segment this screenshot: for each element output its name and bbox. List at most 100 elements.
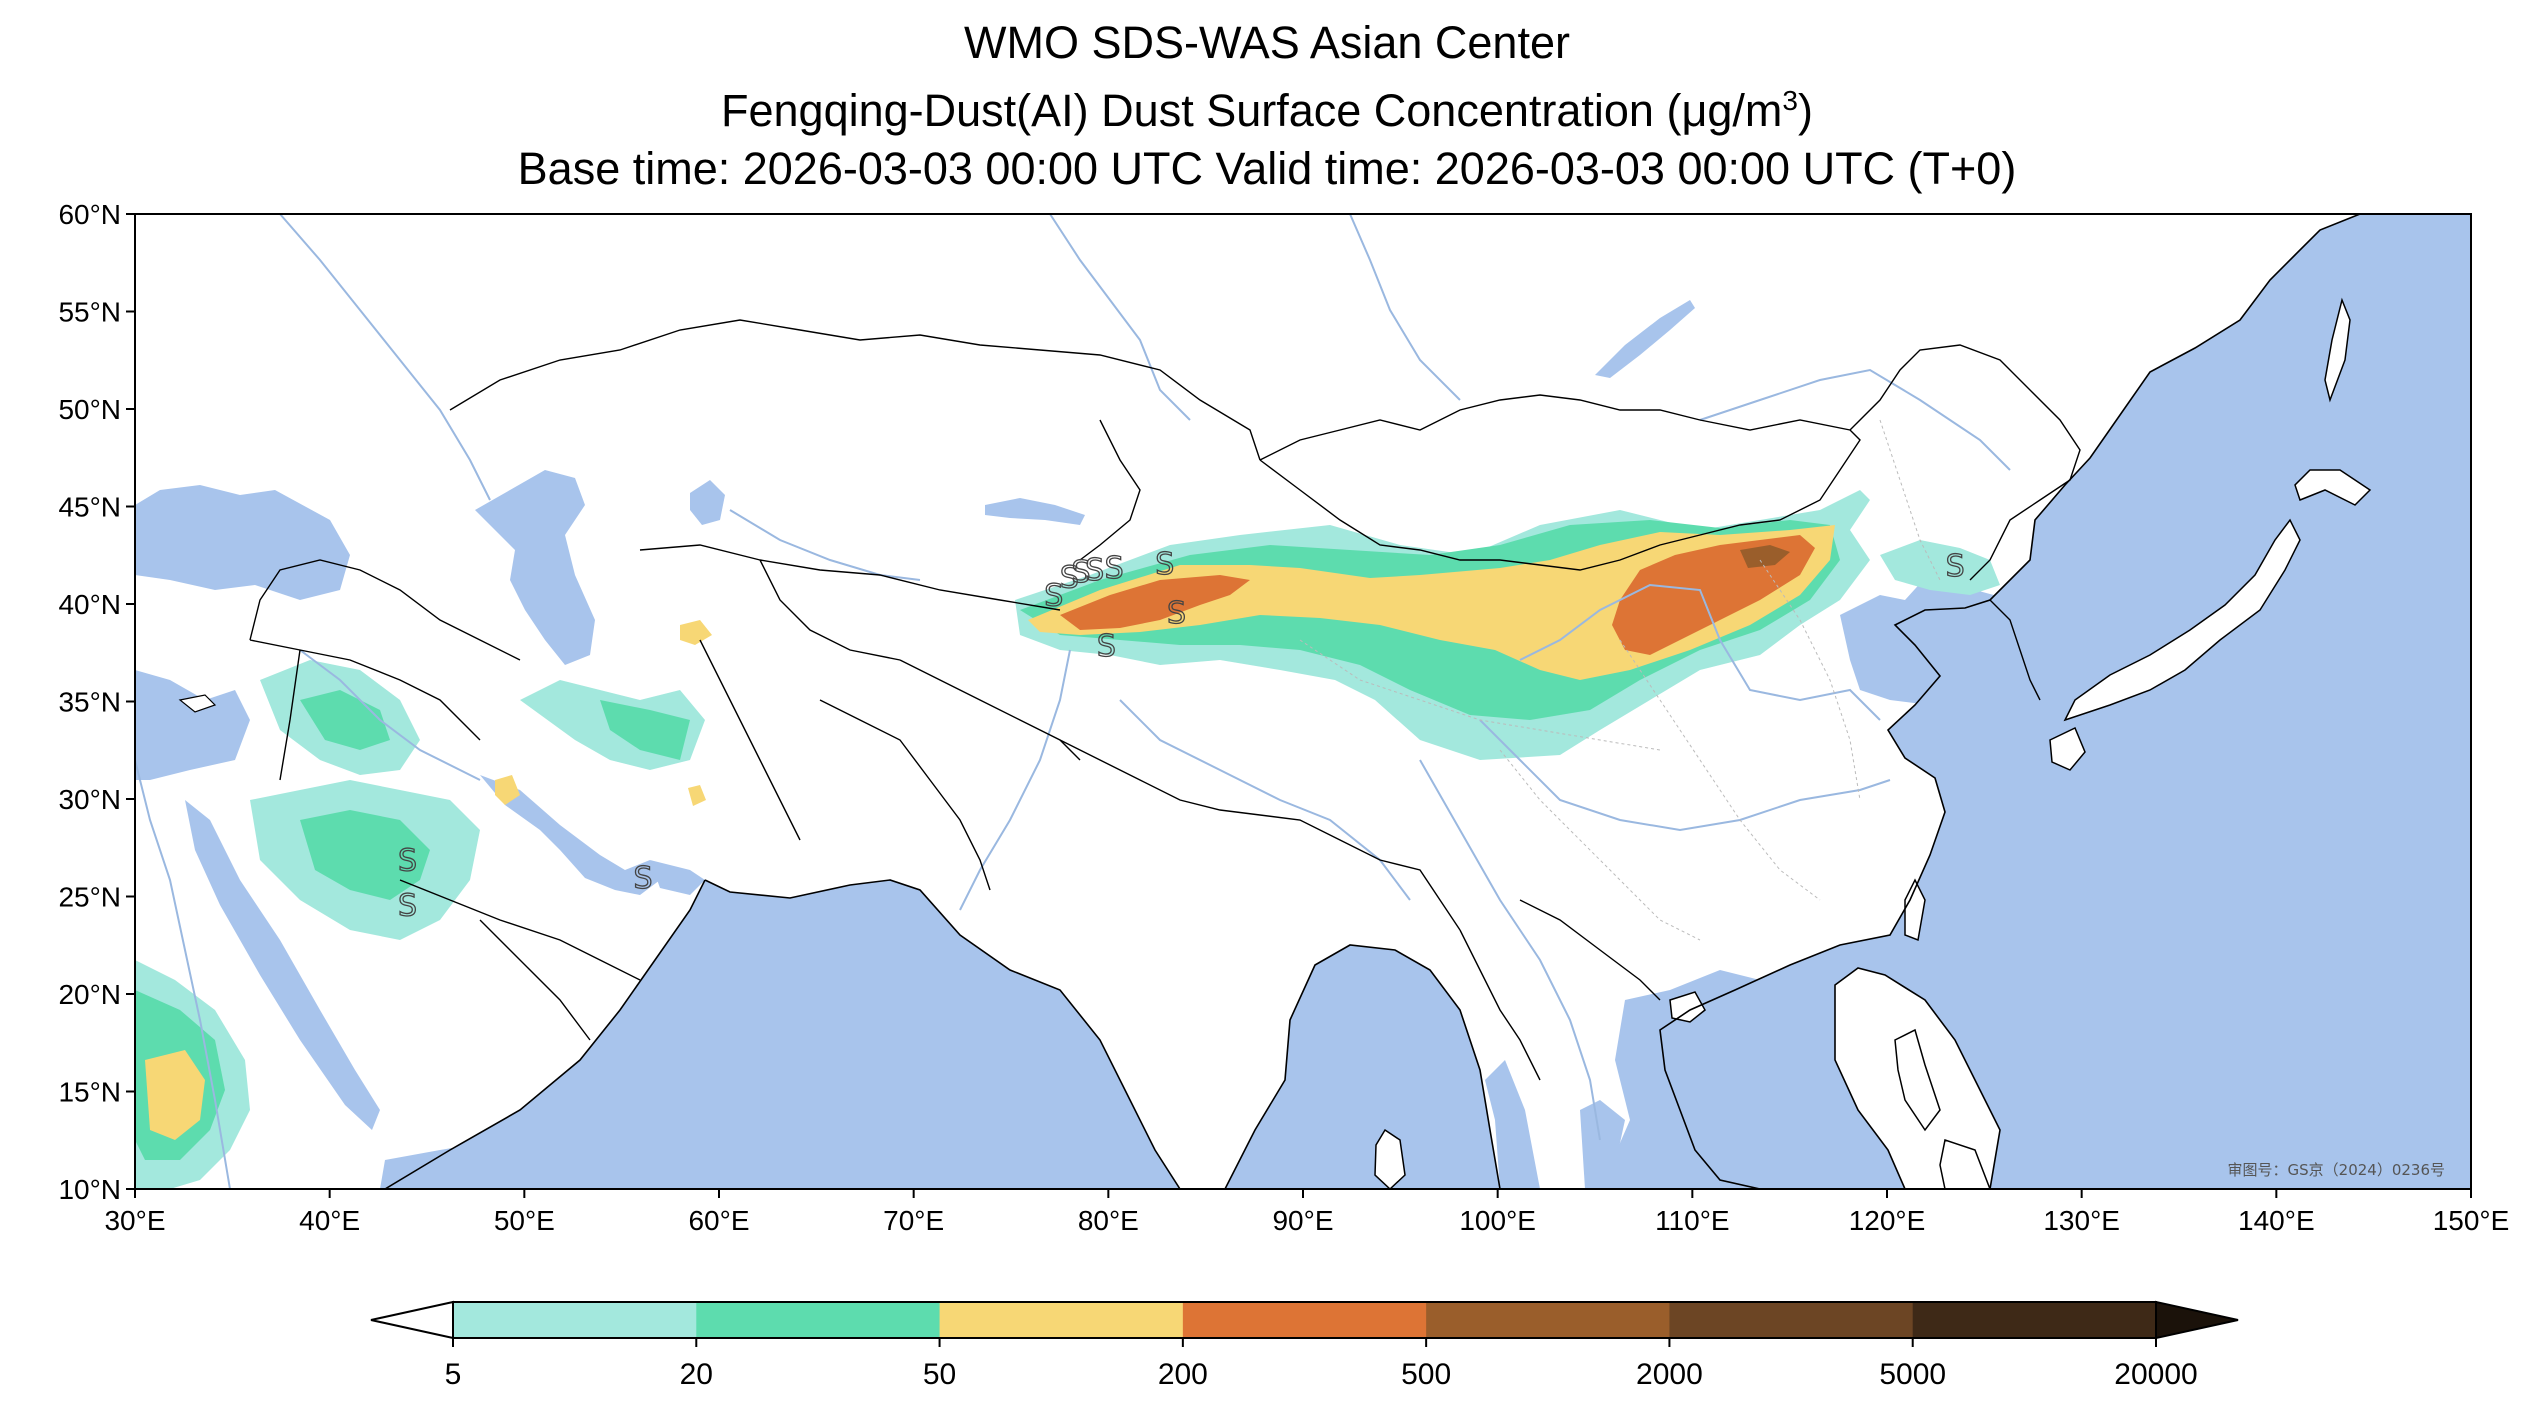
lat-tick-label: 55°N <box>58 297 121 328</box>
indus-river <box>959 649 1071 911</box>
lat-tick-label: 45°N <box>58 492 121 523</box>
lon-tick-label: 130°E <box>2043 1205 2120 1236</box>
station-marker: S <box>1946 549 1965 584</box>
yangtze-river <box>1479 719 1891 832</box>
dust-turkmen-50 <box>680 620 712 645</box>
longitude-axis: 30°E 40°E 50°E 60°E 70°E 80°E 90°E 100°E 110°E 12… <box>104 1189 2509 1236</box>
lon-tick-label: 150°E <box>2433 1205 2510 1236</box>
bohai-yellow-sea <box>1840 575 2050 745</box>
dust-arabia-20 <box>300 810 430 900</box>
dust-iran-south-50 <box>688 785 706 806</box>
taiwan <box>1904 878 1926 942</box>
luzon <box>1894 1028 1941 1132</box>
lat-tick-label: 30°N <box>58 784 121 815</box>
lon-tick-label: 40°E <box>299 1205 360 1236</box>
map-approval-note: 审图号：GS京（2024）0236号 <box>2228 1161 2446 1179</box>
province-line-1 <box>1299 639 1661 751</box>
lat-tick-label: 50°N <box>58 394 121 425</box>
caribbean-like-inlet-gulf-of-oman <box>650 860 705 895</box>
arabian-sea <box>385 880 1180 1189</box>
persian-gulf <box>480 775 660 895</box>
title-line-3: Base time: 2026-03-03 00:00 UTC Valid ti… <box>517 143 2017 194</box>
pacific-coastline <box>1659 214 2361 1189</box>
islands-layer <box>178 297 2372 1189</box>
russia-kazakhstan-border <box>449 319 1261 461</box>
yenisei-river <box>1349 214 1461 401</box>
yellow-river <box>1519 583 1881 721</box>
lon-tick-label: 140°E <box>2238 1205 2315 1236</box>
province-line-3 <box>1619 639 1821 901</box>
sakhalin <box>2324 297 2351 403</box>
title-line-2-unit: μg/m <box>1681 85 1783 136</box>
lon-tick-label: 30°E <box>104 1205 165 1236</box>
colorbar-tick-label: 2000 <box>1636 1358 1703 1391</box>
lon-tick-label: 100°E <box>1459 1205 1536 1236</box>
colorbar-tick-label: 500 <box>1401 1358 1451 1391</box>
japan-hokkaido <box>2294 469 2372 506</box>
central-asia-borders <box>639 544 1081 761</box>
south-asia-coastline <box>704 879 1501 1189</box>
lat-tick-label: 20°N <box>58 979 121 1010</box>
lon-tick-label: 60°E <box>688 1205 749 1236</box>
lon-tick-label: 110°E <box>1655 1205 1730 1236</box>
volga-river <box>279 214 491 501</box>
title-line-2-prefix: Fengqing-Dust(AI) Dust Surface Concentra… <box>721 85 1682 136</box>
dust-northeast-china-5 <box>1880 540 2000 595</box>
gulf-of-thailand <box>1580 1100 1625 1189</box>
andaman-sea <box>1485 1060 1540 1189</box>
lat-tick-label: 25°N <box>58 882 121 913</box>
lon-tick-label: 90°E <box>1272 1205 1333 1236</box>
station-marker: S <box>1044 578 1063 613</box>
cyprus <box>178 694 217 713</box>
station-marker: S <box>1085 553 1104 588</box>
amur-river <box>1699 368 2011 471</box>
lon-tick-label: 50°E <box>494 1205 555 1236</box>
title-line-1: WMO SDS-WAS Asian Center <box>964 17 1570 68</box>
arabia-borders <box>399 879 641 1041</box>
lon-tick-label: 80°E <box>1078 1205 1139 1236</box>
lon-tick-label: 120°E <box>1849 1205 1926 1236</box>
dust-inner-mongolia-500 <box>1740 545 1790 568</box>
title-line-2: Fengqing-Dust(AI) Dust Surface Concentra… <box>0 72 2534 140</box>
title-line-2-suffix: ) <box>1797 85 1813 136</box>
colorbar: 5 20 50 200 500 2000 5000 20000 <box>370 1300 2239 1391</box>
station-marker: S <box>1072 555 1091 590</box>
philippines-south <box>1939 1139 1991 1189</box>
sea-of-japan <box>2045 470 2300 715</box>
colorbar-tick-label: 200 <box>1158 1358 1208 1391</box>
mediterranean-sea <box>135 670 250 780</box>
lon-tick-label: 70°E <box>883 1205 944 1236</box>
dust-persian-gulf-50 <box>495 775 520 805</box>
lat-tick-label: 15°N <box>58 1077 121 1108</box>
lat-tick-label: 40°N <box>58 589 121 620</box>
dust-iran-50 <box>600 700 690 760</box>
lake-balkhash <box>985 498 1085 525</box>
colorbar-tick-label: 20000 <box>2114 1358 2197 1391</box>
kazakhstan-china-border <box>1079 419 1141 561</box>
colorbar-segment <box>1912 1302 2157 1338</box>
china-province-lines <box>1299 419 1941 941</box>
korea-border <box>1989 599 2041 701</box>
colorbar-tick-label: 5 <box>445 1358 462 1391</box>
dust-sudan-50 <box>145 1050 205 1140</box>
japan-honshu <box>2063 518 2301 722</box>
russia-mongolia-border <box>1259 394 1851 461</box>
dust-tarim-200 <box>1060 575 1250 630</box>
tigris-euphrates <box>299 649 481 781</box>
colorbar-tick-label: 20 <box>680 1358 713 1391</box>
ocean-layer <box>135 214 2471 1189</box>
south-china-sea <box>1600 970 1890 1189</box>
colorbar-tick-label: 50 <box>923 1358 956 1391</box>
sri-lanka <box>1374 1128 1406 1189</box>
station-marker: S <box>1167 596 1186 631</box>
ob-river <box>1049 214 1191 421</box>
nile-river <box>135 759 231 1189</box>
lat-tick-label: 60°N <box>58 199 121 230</box>
colorbar-under-extension <box>370 1300 454 1340</box>
province-line-5 <box>1879 419 1941 581</box>
figure-title: WMO SDS-WAS Asian Center Fengqing-Dust(A… <box>0 14 2534 198</box>
colorbar-segment <box>939 1302 1184 1338</box>
dust-concentration-layer <box>135 490 2000 1189</box>
aral-sea <box>690 480 725 525</box>
